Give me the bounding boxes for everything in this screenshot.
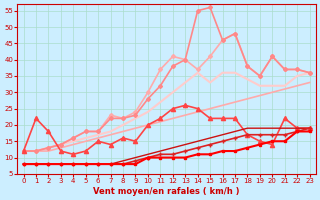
X-axis label: Vent moyen/en rafales ( km/h ): Vent moyen/en rafales ( km/h ) <box>93 187 240 196</box>
